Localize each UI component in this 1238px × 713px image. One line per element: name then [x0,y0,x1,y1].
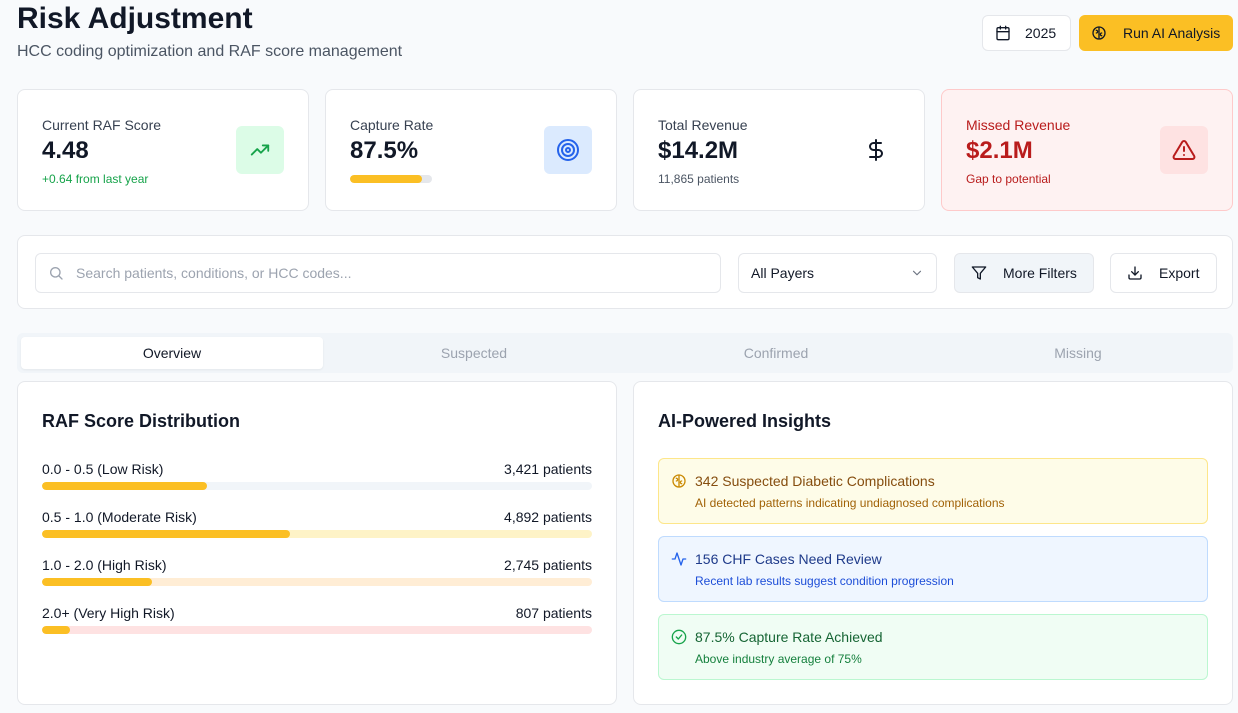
export-label: Export [1159,265,1200,281]
download-icon [1128,266,1142,280]
stat-label: Missed Revenue [966,117,1071,133]
capture-rate-progress [350,175,432,183]
alert-triangle-icon [1160,126,1208,174]
page-subtitle: HCC coding optimization and RAF score ma… [17,43,403,60]
payer-select-value: All Payers [751,265,815,281]
stat-card-total-revenue: Total Revenue $14.2M 11,865 patients [633,89,925,211]
filter-bar: All Payers More Filters Export [17,235,1233,309]
stat-card-raf-score: Current RAF Score 4.48 +0.64 from last y… [17,89,309,211]
distribution-row: 1.0 - 2.0 (High Risk) 2,745 patients [42,557,592,597]
insight-title: 87.5% Capture Rate Achieved [695,629,883,645]
distribution-fill [42,530,290,538]
run-ai-analysis-button[interactable]: Run AI Analysis [1079,15,1233,51]
stat-card-capture-rate: Capture Rate 87.5% [325,89,617,211]
more-filters-label: More Filters [1003,265,1077,281]
distribution-track [42,482,592,490]
tab-confirmed[interactable]: Confirmed [743,345,809,361]
distribution-track [42,530,592,538]
calendar-icon [996,25,1010,41]
insight-subtitle: Recent lab results suggest condition pro… [695,574,954,588]
insight-card[interactable]: 87.5% Capture Rate Achieved Above indust… [658,614,1208,680]
target-icon [544,126,592,174]
check-circle-icon [671,629,687,645]
distribution-count: 2,745 patients [504,557,592,573]
trending-up-icon [236,126,284,174]
brain-icon [1092,26,1106,40]
distribution-count: 3,421 patients [504,461,592,477]
more-filters-button[interactable]: More Filters [954,253,1094,293]
distribution-label: 0.5 - 1.0 (Moderate Risk) [42,509,197,525]
distribution-count: 4,892 patients [504,509,592,525]
distribution-row: 0.5 - 1.0 (Moderate Risk) 4,892 patients [42,509,592,549]
distribution-label: 0.0 - 0.5 (Low Risk) [42,461,164,477]
page-header: Risk Adjustment HCC coding optimization … [17,0,1233,70]
ai-insights-panel: AI-Powered Insights 342 Suspected Diabet… [633,381,1233,705]
stat-label: Total Revenue [658,117,748,133]
stat-sub: Gap to potential [966,172,1051,186]
insight-card[interactable]: 156 CHF Cases Need Review Recent lab res… [658,536,1208,602]
distribution-label: 2.0+ (Very High Risk) [42,605,175,621]
year-label: 2025 [1025,25,1057,41]
chevron-down-icon [912,270,922,276]
capture-rate-progress-fill [350,175,422,183]
insight-title: 342 Suspected Diabetic Complications [695,473,935,489]
distribution-row: 0.0 - 0.5 (Low Risk) 3,421 patients [42,461,592,501]
insight-card[interactable]: 342 Suspected Diabetic Complications AI … [658,458,1208,524]
insight-subtitle: AI detected patterns indicating undiagno… [695,496,1005,510]
stat-sub: 11,865 patients [658,172,740,186]
distribution-fill [42,626,70,634]
distribution-fill [42,578,152,586]
payer-select[interactable]: All Payers [738,253,937,293]
tab-suspected[interactable]: Suspected [440,345,508,361]
insight-title: 156 CHF Cases Need Review [695,551,882,567]
search-icon [50,267,63,280]
activity-icon [671,552,687,566]
distribution-row: 2.0+ (Very High Risk) 807 patients [42,605,592,645]
raf-distribution-panel: RAF Score Distribution 0.0 - 0.5 (Low Ri… [17,381,617,705]
stat-change: +0.64 from last year [42,172,149,186]
page-title: Risk Adjustment [17,2,253,35]
search-field[interactable] [35,253,721,293]
distribution-track [42,578,592,586]
export-button[interactable]: Export [1110,253,1217,293]
stat-value: 4.48 [42,137,89,164]
search-input[interactable] [76,265,676,281]
tab-overview[interactable]: Overview [21,337,323,369]
tab-missing[interactable]: Missing [1054,345,1102,361]
dollar-icon [852,126,900,174]
distribution-fill [42,482,207,490]
tab-bar: Overview Suspected Confirmed Missing [17,333,1233,373]
brain-icon [672,474,686,488]
stat-card-missed-revenue: Missed Revenue $2.1M Gap to potential [941,89,1233,211]
insight-subtitle: Above industry average of 75% [695,652,862,666]
filter-icon [971,266,987,280]
distribution-count: 807 patients [515,605,592,621]
run-ai-analysis-label: Run AI Analysis [1123,25,1221,41]
distribution-track [42,626,592,634]
stat-value: 87.5% [350,137,419,164]
distribution-label: 1.0 - 2.0 (High Risk) [42,557,167,573]
stat-label: Current RAF Score [42,117,162,133]
stat-label: Capture Rate [350,117,434,133]
stat-value: $14.2M [658,137,739,164]
panel-title: RAF Score Distribution [42,411,241,431]
year-picker-button[interactable]: 2025 [982,15,1071,51]
stat-value: $2.1M [966,137,1033,164]
panel-title: AI-Powered Insights [658,411,832,431]
